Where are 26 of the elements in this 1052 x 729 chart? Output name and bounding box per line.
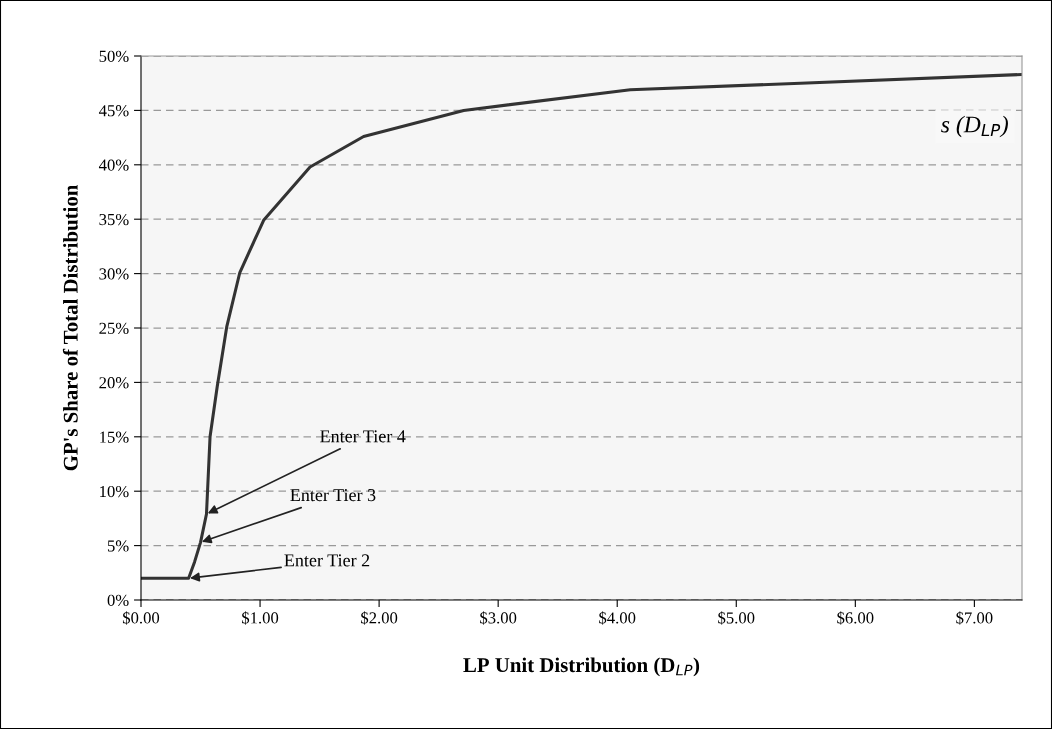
x-tick-label: $3.00 [480,611,517,625]
y-tick-label: 5% [107,540,129,552]
x-tick-label: $0.00 [122,611,160,625]
y-tick-label: 35% [99,213,129,226]
y-tick-label: 50% [99,50,129,62]
annotation: Enter Tier 3 [290,489,376,502]
y-tick-label: 25% [99,322,129,334]
annotation: Enter Tier 2 [284,554,370,567]
x-tick-label: $7.00 [956,611,993,625]
annotation: Enter Tier 4 [320,430,406,443]
x-axis-title: LP Unit Distribution (D$_{LP}$) [463,657,700,677]
y-tick-label: 45% [98,105,129,117]
line-series [141,72,1022,580]
x-tick-label: $6.00 [837,611,874,625]
y-axis-title: GP's Share of Total Distribution [62,184,78,471]
y-tick-label: 10% [100,485,129,498]
y-tick-label: 0% [107,594,129,606]
y-tick-label: 30% [99,268,129,280]
y-tick-label: 20% [99,377,129,389]
y-tick-label: 15% [100,431,129,443]
x-tick-label: $1.00 [242,611,279,625]
x-tick-label: $5.00 [718,611,755,625]
y-tick-label: 40% [98,159,129,171]
x-tick-label: $4.00 [599,611,636,625]
x-tick-label: $2.00 [361,611,398,625]
series-label: s (D$_{LP}$) [941,115,1008,138]
